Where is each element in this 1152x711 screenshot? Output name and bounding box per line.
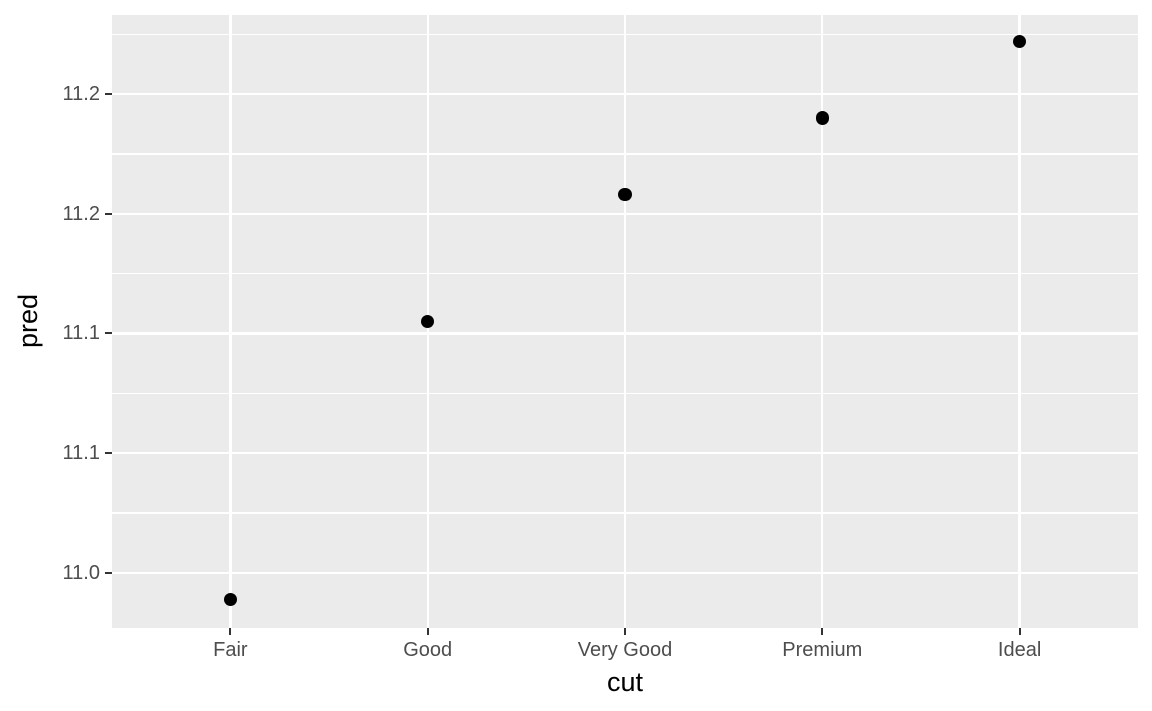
x-tick-label: Premium — [782, 639, 863, 661]
x-tick-label: Very Good — [577, 639, 673, 661]
major-gridline-vertical — [229, 15, 232, 628]
y-tick-label: 11.2 — [62, 83, 100, 106]
x-axis-tick-mark — [1018, 628, 1021, 635]
data-point — [223, 592, 238, 607]
x-axis-tick-mark — [229, 628, 232, 635]
y-axis-tick-mark — [105, 452, 112, 455]
x-axis-tick-mark — [624, 628, 626, 635]
major-gridline-vertical — [1018, 15, 1021, 628]
x-tick-label: Fair — [213, 639, 248, 661]
y-tick-label: 11.0 — [62, 561, 100, 584]
y-axis-tick-mark — [105, 571, 112, 574]
y-tick-label: 11.1 — [62, 442, 100, 465]
major-gridline-vertical — [623, 15, 627, 628]
x-tick-label: Ideal — [997, 639, 1042, 661]
x-axis-title: cut — [606, 667, 644, 697]
major-gridline-vertical — [821, 15, 824, 628]
data-point — [1012, 34, 1027, 49]
data-point — [618, 187, 632, 202]
data-point — [420, 314, 435, 329]
y-axis-tick-mark — [105, 93, 112, 96]
y-tick-label: 11.2 — [62, 202, 100, 225]
x-tick-label: Good — [403, 639, 453, 661]
y-tick-label: 11.1 — [62, 322, 100, 345]
y-axis-tick-mark — [105, 212, 112, 215]
y-axis-tick-mark — [105, 332, 112, 335]
x-axis-tick-mark — [426, 628, 429, 635]
x-axis-tick-mark — [821, 628, 824, 635]
data-point — [815, 111, 830, 125]
